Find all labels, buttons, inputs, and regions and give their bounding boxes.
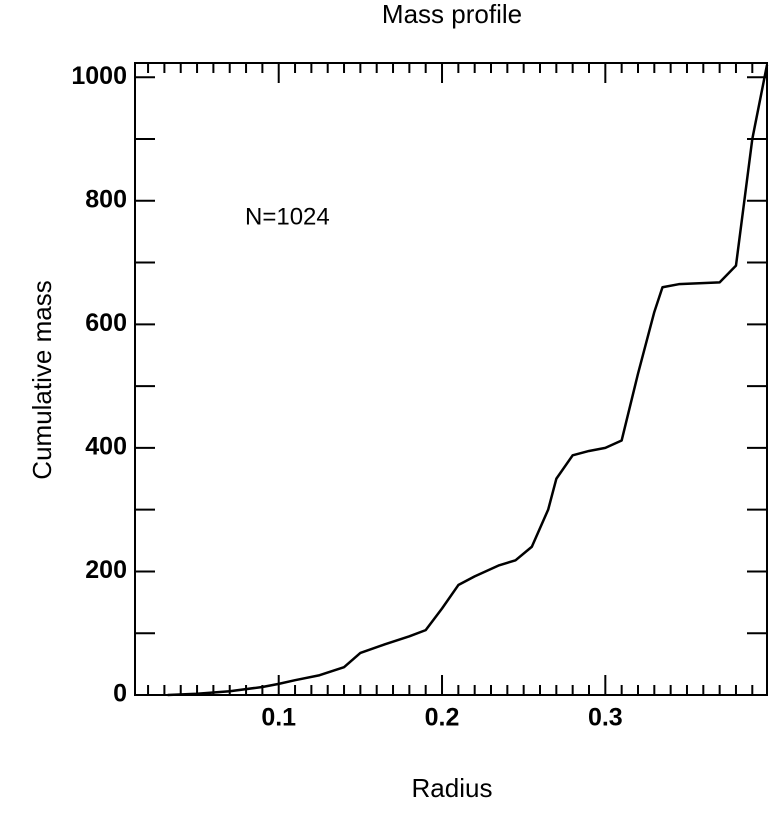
y-tick-label: 400 xyxy=(85,432,127,460)
data-line xyxy=(167,64,769,697)
y-tick-label: 200 xyxy=(85,556,127,584)
plot-frame xyxy=(134,62,768,696)
y-tick-label: 1000 xyxy=(71,62,127,90)
y-tick-label: 600 xyxy=(85,309,127,337)
chart-title: Mass profile xyxy=(382,0,522,29)
y-axis-label: Cumulative mass xyxy=(27,280,57,479)
y-tick-label: 800 xyxy=(85,185,127,213)
x-tick-label: 0.2 xyxy=(425,704,460,732)
x-tick-label: 0.1 xyxy=(261,704,296,732)
x-axis-label: Radius xyxy=(412,773,493,803)
x-tick-label: 0.3 xyxy=(588,704,623,732)
y-tick-label: 0 xyxy=(113,680,127,708)
annotation: N=1024 xyxy=(245,203,330,230)
